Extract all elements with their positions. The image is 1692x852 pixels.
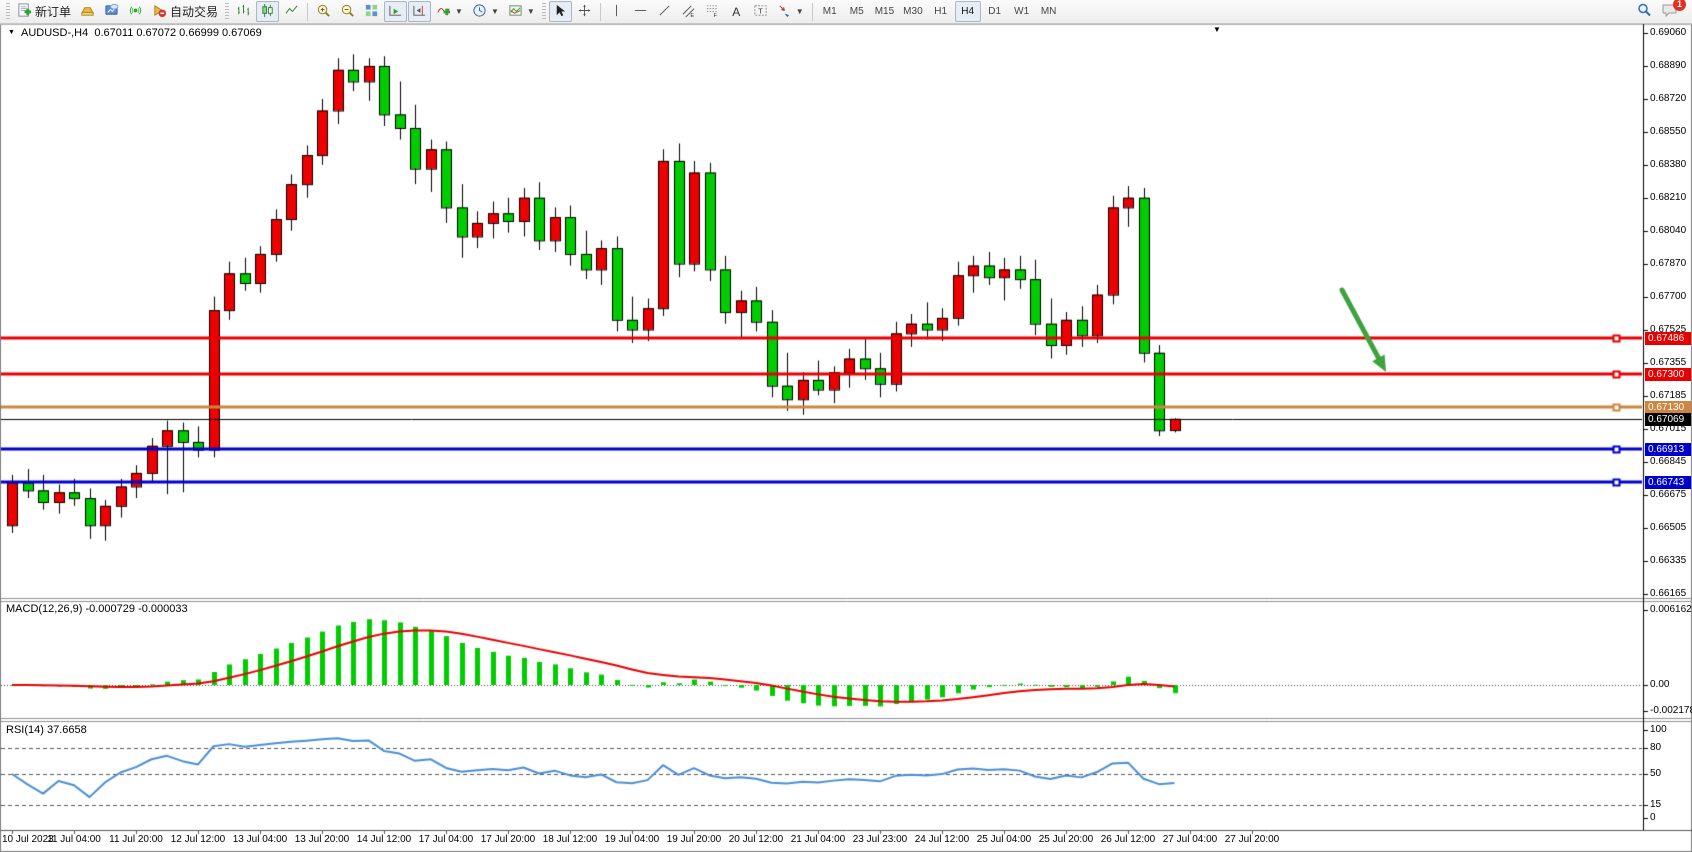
line-chart-button[interactable] (280, 1, 303, 22)
periods-button[interactable]: ▼ (468, 1, 503, 22)
chart-shift-icon (412, 3, 427, 21)
indicators-button[interactable]: ▼ (432, 1, 467, 22)
cursor-icon (553, 3, 568, 21)
toolbar-drag-handle (6, 2, 10, 21)
candlestick-icon (260, 3, 275, 21)
equidistant-channel-button[interactable]: E (677, 1, 700, 22)
vertical-line-button[interactable] (605, 1, 628, 22)
fibonacci-icon: F (705, 3, 720, 21)
bar-chart-button[interactable] (232, 1, 255, 22)
metaeditor-button[interactable] (100, 1, 123, 22)
toolbar-separator (811, 2, 813, 21)
toolbar-separator (307, 2, 309, 21)
new-order-icon (17, 2, 32, 21)
candlestick-button[interactable] (256, 1, 280, 22)
timeframe-m30-button[interactable]: M30 (903, 6, 923, 17)
crosshair-icon (577, 3, 592, 21)
timeframe-h4-button[interactable]: H4 (954, 1, 981, 22)
signals-icon (128, 3, 143, 21)
timeframe-d1-button[interactable]: D1 (988, 6, 1002, 17)
equidistant-channel-icon: E (681, 3, 696, 21)
search-button[interactable] (1632, 1, 1656, 22)
arrows-button[interactable]: ▼ (773, 1, 808, 22)
auto-trading-label: 自动交易 (170, 5, 219, 19)
svg-text:F: F (713, 13, 717, 18)
new-order-button[interactable]: 新订单 (13, 1, 75, 22)
timeframe-w1-button[interactable]: W1 (1014, 6, 1030, 17)
zoom-out-icon (340, 3, 355, 21)
search-icon (1636, 2, 1652, 21)
arrows-caret-icon: ▼ (795, 7, 804, 16)
group-handle (541, 2, 546, 21)
auto-scroll-icon (388, 3, 403, 21)
tile-windows-icon (364, 3, 379, 21)
notifications-button[interactable]: 1 (1657, 0, 1686, 22)
market-watch-button[interactable] (76, 1, 99, 22)
bar-chart-icon (236, 3, 251, 21)
signals-button[interactable] (124, 1, 147, 22)
zoom-out-button[interactable] (336, 1, 359, 22)
zoom-in-icon (316, 3, 331, 21)
toolbar: 新订单 自动交易 (0, 0, 1692, 24)
timeframe-m5-button[interactable]: M5 (849, 6, 864, 17)
new-order-label: 新订单 (35, 5, 72, 19)
svg-text:T: T (758, 6, 763, 15)
timeframe-h1-button[interactable]: H1 (934, 6, 948, 17)
text-button[interactable]: A (725, 1, 748, 22)
auto-trading-icon (152, 3, 167, 21)
periods-caret-icon: ▼ (490, 7, 499, 16)
clock-icon (472, 3, 487, 21)
fibonacci-button[interactable]: F (701, 1, 724, 22)
templates-caret-icon: ▼ (526, 7, 535, 16)
indicators-icon (436, 3, 451, 21)
timeframe-m15-button[interactable]: M15 (874, 6, 895, 17)
market-watch-icon (80, 3, 95, 21)
text-icon: A (732, 4, 741, 19)
horizontal-line-button[interactable] (629, 1, 652, 22)
metaeditor-icon (104, 3, 119, 21)
chart-shift-button[interactable] (408, 1, 432, 22)
templates-button[interactable]: ▼ (504, 1, 539, 22)
trendline-icon (657, 3, 672, 21)
text-label-button[interactable]: T (749, 1, 772, 22)
text-label-icon: T (753, 3, 768, 21)
arrows-icon (777, 3, 792, 21)
vertical-line-icon (609, 3, 624, 21)
svg-text:E: E (690, 13, 694, 18)
group-handle (225, 2, 230, 21)
cursor-button[interactable] (548, 1, 572, 22)
horizontal-line-icon (633, 3, 648, 21)
line-chart-icon (284, 3, 299, 21)
notification-count-badge: 1 (1673, 0, 1686, 11)
templates-icon (508, 3, 523, 21)
toolbar-separator (599, 2, 601, 21)
zoom-in-button[interactable] (312, 1, 335, 22)
auto-scroll-button[interactable] (384, 1, 408, 22)
crosshair-button[interactable] (573, 1, 596, 22)
trendline-button[interactable] (653, 1, 676, 22)
timeframe-mn-button[interactable]: MN (1040, 6, 1057, 17)
auto-trading-button[interactable]: 自动交易 (148, 1, 222, 22)
tile-windows-button[interactable] (360, 1, 383, 22)
timeframe-m1-button[interactable]: M1 (822, 6, 837, 17)
indicators-caret-icon: ▼ (455, 7, 463, 16)
